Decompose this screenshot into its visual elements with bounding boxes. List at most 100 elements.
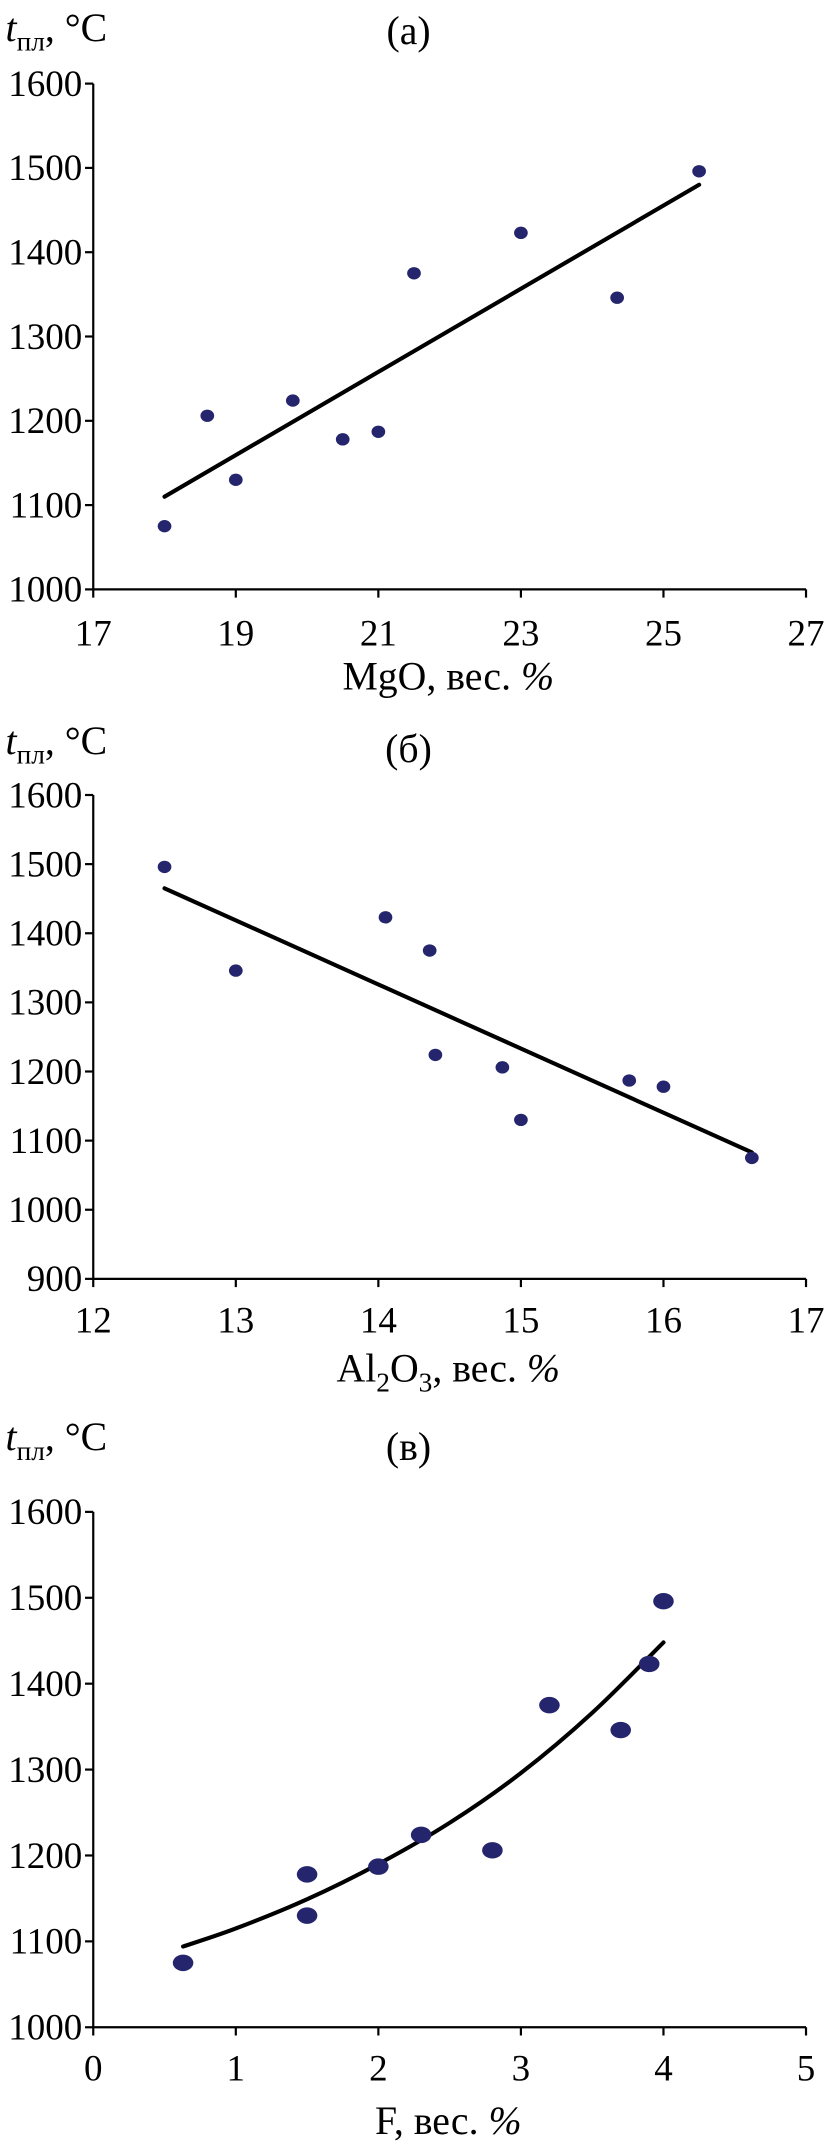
y-tick-label: 1400 xyxy=(8,1664,82,1705)
x-tick-label: 5 xyxy=(797,2049,816,2090)
y-axis-title: tпл, °C xyxy=(6,6,108,57)
data-point xyxy=(656,1080,671,1093)
x-tick-label: 23 xyxy=(502,614,539,655)
y-tick-label: 1400 xyxy=(8,233,82,274)
y-axis-title-unit: , °C xyxy=(45,6,107,50)
data-point xyxy=(228,473,243,486)
y-axis-title-symbol: t xyxy=(6,6,18,50)
y-tick-label: 1000 xyxy=(8,570,82,611)
data-point xyxy=(495,1061,510,1074)
x-tick-label: 16 xyxy=(645,1300,682,1341)
x-axis-title-part: % xyxy=(527,1347,560,1391)
trend-line xyxy=(181,1640,666,1949)
data-point xyxy=(410,1826,432,1844)
data-point xyxy=(610,291,624,304)
y-axis-title-subscript: пл xyxy=(17,1436,46,1466)
y-tick-label: 1100 xyxy=(10,1121,83,1162)
data-point xyxy=(371,425,386,438)
data-point xyxy=(157,860,172,874)
x-axis-title-part: Al xyxy=(336,1347,376,1391)
data-point xyxy=(407,267,421,280)
y-tick-label: 1100 xyxy=(10,1922,83,1963)
y-axis-title: tпл, °C xyxy=(6,1415,108,1466)
x-tick-label: 4 xyxy=(654,2049,672,2090)
x-tick-label: 17 xyxy=(788,1300,825,1341)
data-point xyxy=(610,1721,631,1739)
x-axis-title-part: % xyxy=(488,2099,521,2143)
data-point xyxy=(653,1592,674,1610)
data-point xyxy=(200,409,215,422)
data-point xyxy=(638,1655,660,1673)
data-point xyxy=(514,1113,528,1127)
x-axis-title-part: F, вес. xyxy=(375,2099,489,2143)
data-point xyxy=(368,1858,389,1875)
data-point xyxy=(335,433,350,446)
chart-panel-b: (б) tпл, °C 900 1000 1100 1200 1300 1400 1500 160… xyxy=(6,719,825,1397)
y-tick-label: 900 xyxy=(27,1259,83,1300)
x-tick-label: 19 xyxy=(217,614,254,655)
x-axis-title-part: 2 xyxy=(376,1367,390,1397)
data-point xyxy=(157,520,172,533)
y-axis-title-unit: , °C xyxy=(45,719,107,763)
data-point xyxy=(172,1954,194,1972)
panel-label: (а) xyxy=(386,9,430,53)
y-axis-title-symbol: t xyxy=(6,1415,18,1459)
trend-line xyxy=(162,182,702,499)
y-axis-title-symbol: t xyxy=(6,719,18,763)
y-tick-label: 1300 xyxy=(8,1750,82,1791)
data-point xyxy=(482,1842,503,1859)
x-tick-label: 13 xyxy=(217,1300,254,1341)
data-point xyxy=(514,226,528,239)
y-axis-title-subscript: пл xyxy=(17,27,46,57)
x-tick-label: 0 xyxy=(84,2049,102,2090)
chart-panel-c: (в) tпл, °C 1000 1100 1200 1300 1400 1500 1600 0 1… xyxy=(6,1415,816,2143)
data-point xyxy=(539,1696,560,1714)
data-point xyxy=(692,165,706,178)
data-point xyxy=(744,1151,759,1165)
y-axis-title: tпл, °C xyxy=(6,719,108,770)
x-axis-title-part: 3 xyxy=(419,1367,433,1397)
data-point xyxy=(285,394,300,407)
trend-line xyxy=(162,886,754,1155)
y-tick-label: 1200 xyxy=(8,1052,82,1093)
data-point xyxy=(296,1866,318,1883)
data-point xyxy=(422,944,437,957)
x-axis-title-part: , вес. xyxy=(432,1347,527,1391)
x-tick-label: 1 xyxy=(227,2049,246,2090)
y-tick-label: 1400 xyxy=(8,914,82,955)
y-tick-label: 1200 xyxy=(8,401,82,442)
y-tick-label: 1500 xyxy=(8,148,82,189)
x-tick-label: 21 xyxy=(360,614,397,655)
panel-label: (в) xyxy=(386,1425,431,1469)
y-tick-label: 1600 xyxy=(8,64,82,105)
x-tick-label: 25 xyxy=(645,614,682,655)
y-tick-label: 1300 xyxy=(8,317,82,358)
x-tick-label: 2 xyxy=(369,2049,387,2090)
y-tick-label: 1300 xyxy=(8,983,82,1024)
y-tick-label: 1000 xyxy=(8,1190,82,1231)
y-tick-label: 1000 xyxy=(8,2008,82,2049)
x-tick-label: 17 xyxy=(75,614,112,655)
x-tick-label: 14 xyxy=(360,1300,397,1341)
chart-panel-a: (а) tпл, °C 1000 1100 1200 1300 1400 1500 1600 17… xyxy=(6,6,825,698)
x-axis-title-part: % xyxy=(521,654,554,698)
x-axis-title: MgO, вес. % xyxy=(342,654,554,698)
y-axis-title-unit: , °C xyxy=(45,1415,107,1459)
x-tick-label: 12 xyxy=(75,1300,112,1341)
x-axis-title-part: O xyxy=(390,1347,419,1391)
data-point xyxy=(296,1907,318,1924)
data-point xyxy=(622,1074,637,1087)
data-point xyxy=(428,1048,443,1062)
y-tick-label: 1100 xyxy=(10,485,83,526)
y-axis-title-subscript: пл xyxy=(17,739,46,769)
x-tick-label: 3 xyxy=(512,2049,530,2090)
data-point xyxy=(228,964,243,977)
y-tick-label: 1600 xyxy=(8,1492,82,1533)
y-tick-label: 1600 xyxy=(8,775,82,816)
y-tick-label: 1500 xyxy=(8,844,82,885)
data-point xyxy=(378,911,393,924)
x-tick-label: 27 xyxy=(788,614,825,655)
panel-label: (б) xyxy=(385,727,432,771)
x-tick-label: 15 xyxy=(502,1300,539,1341)
